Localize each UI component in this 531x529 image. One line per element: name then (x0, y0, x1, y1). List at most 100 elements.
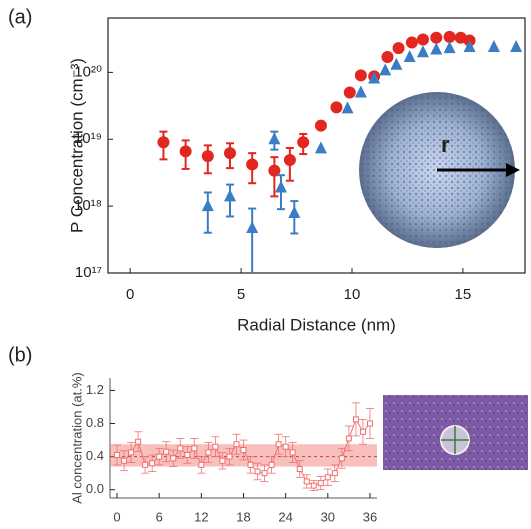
data-point (317, 480, 324, 487)
data-point (275, 441, 282, 448)
data-point (416, 33, 429, 46)
inset-label: r (441, 132, 450, 157)
x-tick-label: 30 (321, 509, 335, 524)
data-point (310, 482, 317, 489)
data-point (430, 31, 443, 44)
data-point (268, 461, 275, 468)
y-tick-label: 0.8 (86, 415, 104, 430)
data-point (275, 180, 288, 193)
data-point (443, 41, 456, 54)
x-tick-label: 10 (344, 286, 361, 303)
data-point (246, 221, 259, 234)
plot-frame (107, 17, 526, 274)
y-tick-label: 10¹⁹ (74, 130, 102, 147)
data-point (156, 453, 163, 460)
x-tick-label: 6 (156, 509, 163, 524)
data-point (288, 205, 301, 218)
y-tick-label: 10²⁰ (74, 63, 102, 80)
data-point (359, 428, 366, 435)
data-point (201, 150, 214, 163)
data-point (392, 42, 405, 55)
data-point (142, 461, 149, 468)
data-point (338, 455, 345, 462)
data-point (247, 461, 254, 468)
data-point (198, 461, 205, 468)
data-point (246, 158, 259, 171)
data-point (205, 449, 212, 456)
data-point (261, 470, 268, 477)
y-tick-label: 1.2 (86, 382, 104, 397)
x-tick-label: 5 (237, 286, 245, 303)
plot-data (157, 30, 523, 273)
data-point (184, 451, 191, 458)
data-point (233, 441, 240, 448)
data-point (289, 449, 296, 456)
y-tick-label: 10¹⁷ (75, 264, 102, 281)
data-point (223, 189, 236, 202)
data-point (314, 141, 327, 154)
data-point (354, 69, 367, 82)
data-point (430, 42, 443, 55)
x-tick-label: 0 (126, 286, 134, 303)
data-point (157, 136, 170, 149)
data-point (191, 445, 198, 452)
data-point (403, 49, 416, 62)
data-point (381, 50, 394, 63)
panel-label: (a) (8, 6, 32, 28)
data-point (201, 199, 214, 212)
data-point (121, 457, 128, 464)
data-point (114, 451, 121, 458)
data-point (170, 455, 177, 462)
y-axis-title: P Concentration (cm⁻³) (67, 58, 86, 233)
data-point (343, 86, 356, 99)
data-point (240, 447, 247, 453)
data-point (283, 153, 296, 166)
data-point (510, 39, 523, 52)
data-point (341, 101, 354, 114)
data-point (268, 164, 281, 177)
data-point (212, 443, 219, 450)
data-point (416, 45, 429, 58)
y-tick-label: 10¹⁸ (74, 197, 102, 214)
data-point (345, 435, 352, 442)
data-point (128, 449, 135, 456)
x-tick-label: 12 (194, 509, 208, 524)
data-point (149, 460, 156, 467)
data-point (223, 147, 236, 160)
panel-label: (b) (8, 344, 32, 366)
y-tick-label: 0.0 (86, 481, 104, 496)
data-point (282, 443, 289, 450)
data-point (354, 85, 367, 98)
data-point (379, 63, 392, 76)
data-point (463, 39, 476, 52)
x-axis-title: Radial Distance (nm) (237, 315, 396, 334)
data-point (487, 39, 500, 52)
data-point (254, 468, 261, 475)
data-point (330, 101, 343, 114)
data-point (296, 466, 303, 473)
data-point (179, 145, 192, 158)
x-tick-label: 36 (363, 509, 377, 524)
data-point (226, 453, 233, 460)
data-point (135, 438, 142, 445)
data-point (352, 416, 359, 423)
x-tick-label: 0 (113, 509, 120, 524)
data-point (443, 30, 456, 43)
y-tick-label: 0.4 (86, 448, 104, 463)
data-point (219, 457, 226, 464)
inset-sphere (359, 92, 520, 248)
plot-data (110, 402, 377, 491)
data-point (177, 445, 184, 452)
y-axis-title: Al concentration (at.%) (69, 372, 84, 504)
data-point (366, 420, 373, 427)
x-tick-label: 24 (278, 509, 292, 524)
data-point (368, 71, 381, 84)
data-point (390, 57, 403, 70)
data-point (331, 470, 338, 477)
data-point (297, 136, 310, 149)
data-point (324, 474, 331, 481)
micrograph (383, 395, 528, 470)
data-point (303, 478, 310, 485)
data-point (163, 448, 170, 455)
